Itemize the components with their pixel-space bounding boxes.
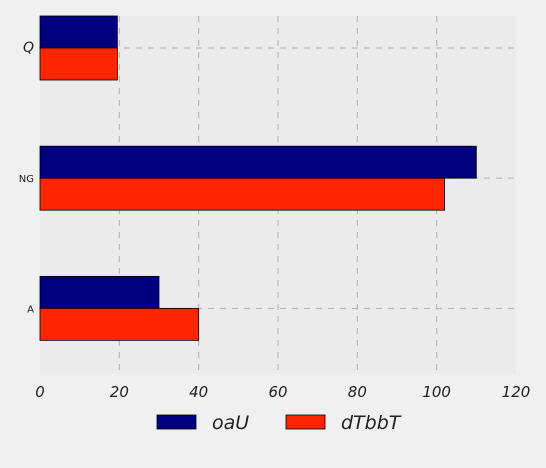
x-axis-ticks: 0 20 40 60 80 100 120 [35, 383, 530, 401]
bar-oaU-NG [39, 145, 477, 179]
legend-swatch-oaU [156, 414, 197, 430]
bar-oaU-A [39, 275, 160, 309]
x-tick-label: 100 [422, 383, 451, 401]
y-tick-label: Q [23, 40, 34, 56]
x-tick-label: 60 [268, 383, 287, 401]
x-tick-label: 0 [35, 383, 45, 401]
y-tick-label: NG [19, 174, 34, 185]
legend-swatch-dTbbT [285, 414, 326, 430]
bar-dTbbT-Q [39, 47, 118, 81]
x-tick-label: 40 [189, 383, 208, 401]
y-axis-ticks: A NG Q [19, 40, 34, 315]
y-tick-label: A [27, 304, 34, 315]
bar-dTbbT-NG [39, 177, 446, 211]
legend-label-dTbbT: dTbbT [341, 412, 402, 434]
x-tick-label: 20 [110, 383, 129, 401]
bar-dTbbT-A [39, 307, 200, 341]
legend-label-oaU: oaU [212, 412, 249, 434]
legend: oaU dTbbT [156, 412, 402, 434]
bar-oaU-Q [39, 15, 118, 49]
x-tick-label: 80 [348, 383, 367, 401]
x-tick-label: 120 [502, 383, 531, 401]
bars [39, 15, 477, 341]
